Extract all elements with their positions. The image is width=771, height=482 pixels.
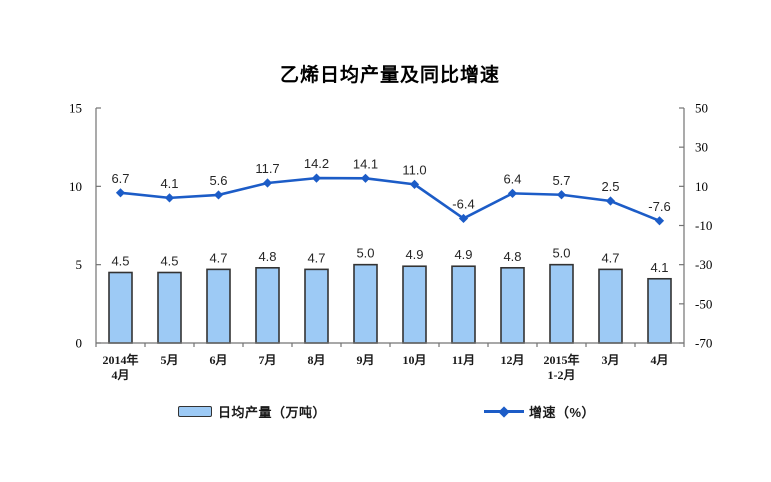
- category-label: 10月: [402, 353, 426, 367]
- line-marker-diamond: [605, 196, 616, 206]
- bar-value-label: 5.0: [552, 246, 570, 261]
- category-label: 2015年 1-2月: [543, 352, 579, 382]
- line-marker-diamond: [556, 190, 567, 200]
- line-marker-diamond: [213, 190, 224, 200]
- left-axis-tick-label: 0: [76, 336, 83, 351]
- bar: [402, 265, 427, 344]
- diamond-marker-icon: [498, 405, 510, 418]
- left-axis-tick-label: 5: [76, 257, 83, 272]
- bar-value-label: 4.7: [209, 250, 227, 265]
- category-label: 11月: [452, 353, 475, 367]
- line-value-label: 11.7: [255, 161, 279, 176]
- category-label: 8月: [307, 353, 325, 367]
- left-axis-tick-label: 10: [69, 179, 82, 194]
- bar-value-label: 4.9: [405, 247, 423, 262]
- bar-value-label: 4.5: [160, 254, 178, 269]
- line-series-swatch: [484, 405, 524, 418]
- line-value-label: 5.6: [209, 173, 227, 188]
- category-label: 2014年 4月: [102, 352, 138, 382]
- left-axis-tick-label: 15: [69, 101, 82, 116]
- chart-title: 乙烯日均产量及同比增速: [279, 65, 500, 86]
- bar: [549, 263, 574, 344]
- category-label: 5月: [160, 353, 178, 367]
- right-axis-tick-label: 10: [695, 179, 708, 194]
- bar-value-label: 4.1: [650, 260, 668, 275]
- bar-series-legend-label: 日均产量（万吨）: [218, 405, 327, 420]
- right-axis-tick-label: -30: [695, 257, 712, 272]
- line-marker-diamond: [164, 193, 175, 203]
- bar-value-label: 4.7: [307, 250, 325, 265]
- right-axis-tick-label: -50: [695, 296, 712, 311]
- line-marker-diamond: [507, 188, 518, 198]
- line-value-label: 11.0: [402, 162, 426, 177]
- right-axis-tick-label: 30: [695, 140, 708, 155]
- category-label: 9月: [356, 353, 374, 367]
- right-axis-tick-label: -70: [695, 336, 712, 351]
- bar: [353, 263, 378, 344]
- line-value-label: 14.2: [304, 156, 329, 171]
- growth-line-path: [119, 176, 661, 223]
- bar: [206, 268, 231, 344]
- line-value-label: 6.4: [503, 171, 521, 186]
- line-marker-diamond: [409, 179, 420, 189]
- category-label: 12月: [500, 353, 524, 367]
- bar-value-label: 5.0: [356, 246, 374, 261]
- bar: [647, 277, 672, 344]
- bar-value-label: 4.7: [601, 250, 619, 265]
- line-marker-diamond: [654, 216, 665, 226]
- right-axis-tick-label: -10: [695, 218, 712, 233]
- bar-value-label: 4.9: [454, 247, 472, 262]
- line-value-label: 4.1: [160, 176, 178, 191]
- bar: [500, 266, 525, 344]
- bar-series-swatch: [178, 406, 212, 417]
- line-value-label: -7.6: [648, 199, 670, 214]
- legend-item-line-series: 增速（%）: [484, 402, 595, 421]
- right-axis-tick-label: 50: [695, 101, 708, 116]
- line-value-label: 2.5: [601, 179, 619, 194]
- category-label: 7月: [258, 353, 276, 367]
- category-label: 6月: [209, 353, 227, 367]
- bar: [598, 268, 623, 344]
- line-series-legend-label: 增速（%）: [529, 405, 596, 420]
- line-marker-diamond: [262, 178, 273, 188]
- bar: [304, 268, 329, 344]
- bar-value-label: 4.8: [503, 249, 521, 264]
- bar: [255, 266, 280, 344]
- category-label: 4月: [650, 353, 668, 367]
- line-value-label: 5.7: [552, 173, 570, 188]
- line-marker-diamond: [360, 173, 371, 183]
- bar-value-label: 4.8: [258, 249, 276, 264]
- line-value-label: -6.4: [452, 196, 474, 211]
- legend-item-bar-series: 日均产量（万吨）: [178, 402, 326, 421]
- bar: [157, 271, 182, 344]
- line-value-label: 14.1: [353, 156, 378, 171]
- bar: [451, 265, 476, 344]
- line-marker-diamond: [115, 188, 126, 198]
- line-marker-diamond: [458, 213, 469, 224]
- category-label: 3月: [601, 353, 619, 367]
- bar: [108, 271, 133, 344]
- bar-value-label: 4.5: [111, 254, 129, 269]
- line-value-label: 6.7: [111, 171, 129, 186]
- line-marker-diamond: [311, 173, 322, 183]
